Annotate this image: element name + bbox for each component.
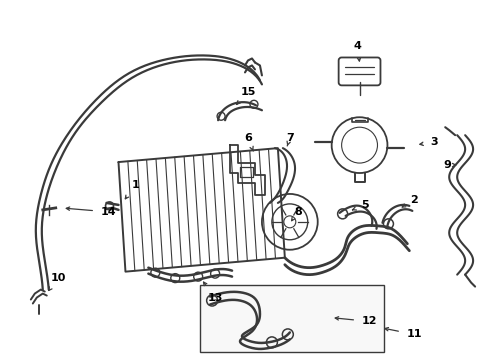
Text: 5: 5 <box>352 200 368 210</box>
Text: 13: 13 <box>203 282 223 302</box>
Text: 6: 6 <box>244 133 253 151</box>
Text: 9: 9 <box>443 160 456 170</box>
Bar <box>200 285 385 352</box>
Text: 4: 4 <box>354 41 362 61</box>
Text: 12: 12 <box>335 316 377 327</box>
Text: 11: 11 <box>385 328 422 339</box>
Text: 10: 10 <box>49 273 67 291</box>
Text: 1: 1 <box>125 180 139 199</box>
Text: 2: 2 <box>402 195 418 207</box>
Text: 7: 7 <box>286 133 294 146</box>
Text: 3: 3 <box>420 137 438 147</box>
Text: 15: 15 <box>237 87 256 104</box>
Text: 8: 8 <box>292 207 302 221</box>
Text: 14: 14 <box>66 207 116 217</box>
